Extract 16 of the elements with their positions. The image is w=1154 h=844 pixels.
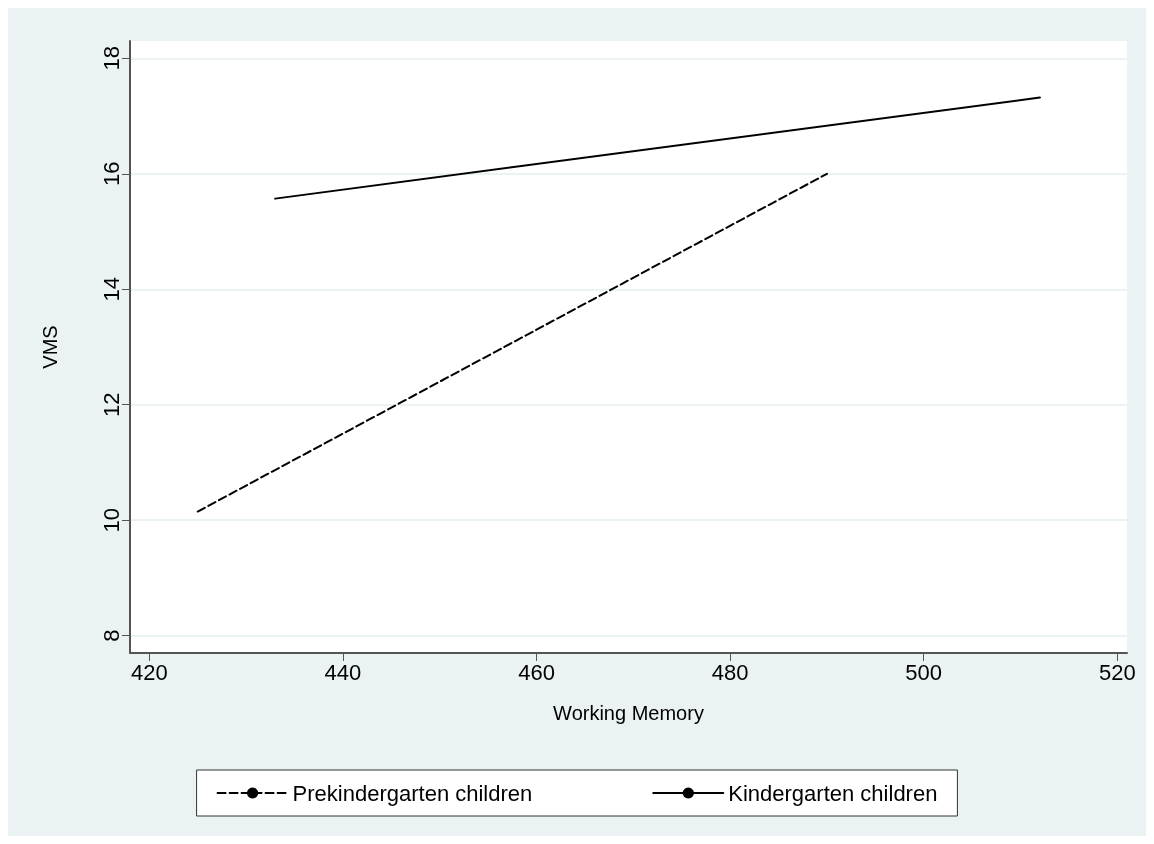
y-tick-label: 14: [98, 277, 124, 302]
y-tick-label: 10: [98, 507, 124, 533]
x-tick-label: 460: [518, 659, 555, 685]
x-tick-label: 420: [131, 659, 168, 685]
x-tick-label: 480: [711, 659, 749, 685]
y-tick-label: 16: [98, 161, 124, 187]
y-axis-title: VMS: [39, 325, 61, 369]
x-tick-label: 440: [324, 659, 362, 685]
legend-label: Kindergarten children: [728, 780, 938, 806]
y-tick-label: 18: [98, 46, 124, 71]
y-tick-label: 12: [98, 392, 124, 417]
x-axis-title: Working Memory: [553, 702, 704, 724]
legend-label: Prekindergarten children: [292, 780, 533, 806]
x-tick-label: 500: [905, 659, 943, 685]
y-tick-label: 8: [98, 629, 124, 642]
x-tick-label: 520: [1098, 659, 1136, 685]
